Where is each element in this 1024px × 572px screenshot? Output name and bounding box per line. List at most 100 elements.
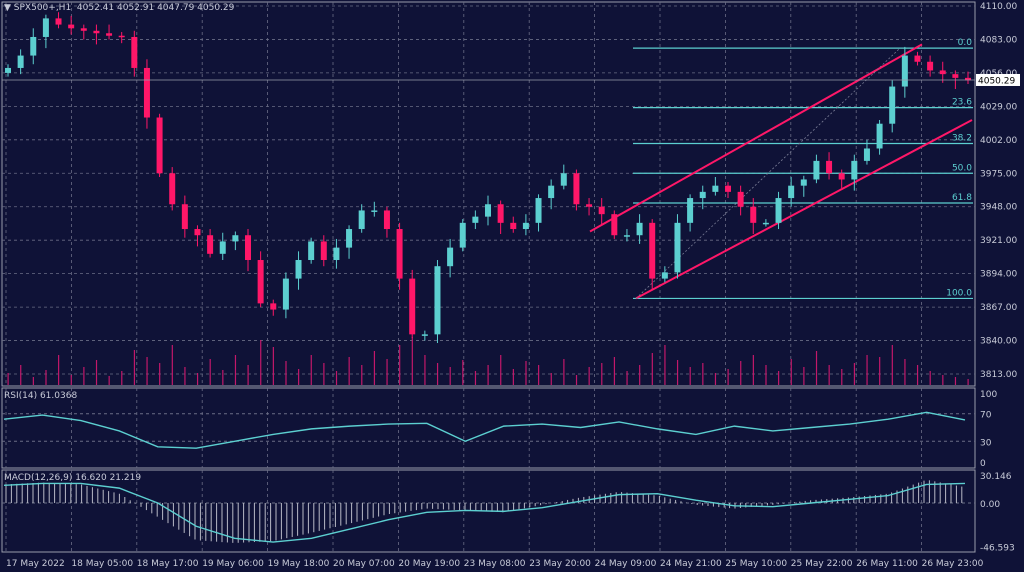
volume-bar xyxy=(639,365,641,385)
volume-bar xyxy=(828,365,830,385)
rsi-tick-label: 70 xyxy=(980,411,992,421)
bull-candle xyxy=(282,278,289,310)
x-tick-label: 19 May 06:00 xyxy=(202,559,264,569)
ohlc-readout: 4052.41 4052.91 4047.79 4050.29 xyxy=(76,3,235,13)
bear-candle xyxy=(510,222,517,230)
bear-candle xyxy=(396,229,403,279)
volume-bar xyxy=(260,340,262,385)
chart-header: ▼ SPX500+,H1 4052.41 4052.91 4047.79 405… xyxy=(4,3,234,13)
bull-candle xyxy=(800,179,807,186)
bull-candle xyxy=(548,185,555,199)
bull-candle xyxy=(889,86,896,124)
y-tick-label: 4002.00 xyxy=(980,136,1017,146)
volume-bar xyxy=(272,347,274,385)
bull-candle xyxy=(813,160,820,180)
volume-bar xyxy=(159,363,161,385)
volume-bar xyxy=(462,360,464,385)
volume-bar xyxy=(891,345,893,385)
volume-bar xyxy=(841,369,843,385)
bear-candle xyxy=(156,117,163,174)
y-tick-label: 3975.00 xyxy=(980,169,1017,179)
volume-bar xyxy=(538,365,540,385)
volume-bar xyxy=(70,375,72,385)
volume-bar xyxy=(626,371,628,385)
bear-candle xyxy=(143,67,150,118)
bear-candle xyxy=(927,61,934,71)
fib-level-label: 100.0 xyxy=(946,288,972,298)
x-tick-label: 24 May 09:00 xyxy=(595,559,657,569)
volume-bar xyxy=(45,370,47,385)
bear-candle xyxy=(68,24,75,29)
bull-candle xyxy=(447,247,454,267)
bull-candle xyxy=(699,191,706,199)
rsi-line xyxy=(3,411,966,449)
bull-candle xyxy=(421,334,428,336)
volume-bar xyxy=(550,373,552,385)
x-tick-label: 25 May 22:00 xyxy=(791,559,853,569)
volume-bar xyxy=(83,367,85,385)
volume-bar xyxy=(411,337,413,385)
y-tick-label: 4029.00 xyxy=(980,102,1017,112)
volume-bar xyxy=(866,355,868,385)
bear-candle xyxy=(320,241,327,261)
bear-candle xyxy=(497,204,504,223)
y-tick-label: 4056.00 xyxy=(980,69,1017,79)
volume-bar xyxy=(310,355,312,385)
volume-bar xyxy=(588,367,590,385)
volume-bar xyxy=(689,367,691,385)
volume-bar xyxy=(209,359,211,385)
volume-bar xyxy=(916,365,919,385)
volume-bar xyxy=(184,367,186,385)
volume-bar xyxy=(146,357,148,385)
volume-bar xyxy=(752,355,754,385)
x-tick-label: 23 May 20:00 xyxy=(529,559,591,569)
bear-candle xyxy=(725,185,731,192)
volume-bar xyxy=(967,379,969,385)
bear-candle xyxy=(131,36,138,68)
volume-bar xyxy=(803,367,805,385)
volume-bar xyxy=(32,377,34,385)
bear-candle xyxy=(586,204,593,207)
menu-triangle-icon[interactable]: ▼ xyxy=(4,3,11,13)
bull-candle xyxy=(17,55,24,68)
y-tick-label: 3948.00 xyxy=(980,203,1017,213)
bull-candle xyxy=(623,235,630,237)
macd-tick-label: -46.593 xyxy=(980,543,1015,553)
bear-candle xyxy=(55,18,62,25)
bull-candle xyxy=(863,148,870,161)
volume-bar xyxy=(525,361,527,385)
volume-bar xyxy=(298,369,300,385)
x-tick-label: 25 May 10:00 xyxy=(725,559,787,569)
bear-candle xyxy=(194,229,201,236)
volume-bar xyxy=(765,365,767,385)
volume-bar xyxy=(929,371,931,385)
bull-candle xyxy=(42,18,49,37)
volume-bar xyxy=(778,371,780,385)
volume-bar xyxy=(247,365,249,385)
bull-candle xyxy=(851,160,858,180)
bull-candle xyxy=(775,198,782,223)
rsi-tick-label: 100 xyxy=(980,390,997,400)
bear-candle xyxy=(270,303,277,310)
bull-candle xyxy=(30,36,37,56)
volume-bar xyxy=(348,357,350,385)
bull-candle xyxy=(901,55,908,87)
x-tick-label: 23 May 08:00 xyxy=(464,559,526,569)
volume-bar xyxy=(7,373,9,385)
bear-candle xyxy=(409,278,416,335)
bull-candle xyxy=(219,241,226,254)
bear-candle xyxy=(106,33,113,36)
volume-bar xyxy=(815,351,818,385)
fib-level-label: 38.2 xyxy=(952,134,972,144)
volume-bar xyxy=(487,365,489,385)
bear-candle xyxy=(838,173,845,180)
bull-candle xyxy=(560,173,567,186)
volume-bar xyxy=(879,357,881,385)
x-tick-label: 19 May 18:00 xyxy=(268,559,330,569)
bear-candle xyxy=(245,235,251,261)
macd-signal-line xyxy=(3,482,966,543)
fib-level-label: 50.0 xyxy=(952,163,972,173)
bull-candle xyxy=(876,123,883,149)
bull-candle xyxy=(232,235,239,242)
